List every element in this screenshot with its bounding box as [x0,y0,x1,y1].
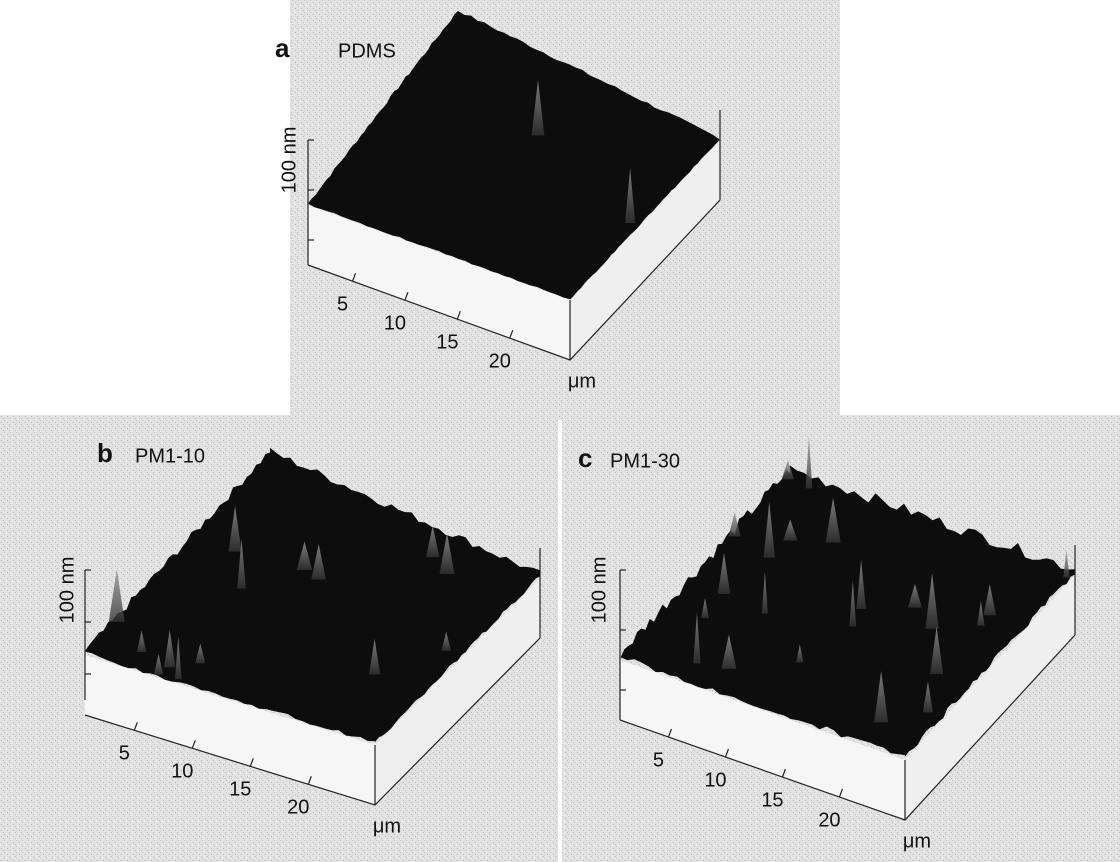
z-axis-label: 100 nm [56,557,78,624]
z-axis-label: 100 nm [278,127,300,194]
x-tick [191,740,196,749]
x-tick-label: 20 [818,809,840,831]
surface-peak [783,519,798,541]
x-tick-label: 5 [653,749,664,771]
side-face [570,140,720,360]
surface-peak [728,512,741,537]
surface-peak [856,559,866,610]
surface-peak [237,538,246,589]
side-face [375,578,540,805]
surface-peak [311,543,326,580]
x-tick-label: 20 [287,797,309,819]
x-tick-label: 5 [119,743,130,765]
surface-peak [153,654,164,675]
surface-peak [825,497,841,543]
surface-peak [441,631,452,651]
surface-peak [930,626,944,675]
surface-peak [693,612,701,664]
surface-peak [439,533,455,574]
surface-peak [164,629,176,668]
x-tick-label: 10 [171,761,193,783]
surface-peak [796,644,804,663]
panel-letter: b [97,438,113,468]
x-axis-unit: μm [373,815,401,837]
surface-peak [228,505,242,552]
surface [308,10,720,300]
surface-peak [531,79,545,136]
surface-peak [925,572,939,629]
surface [85,447,540,742]
surface-peak [874,671,889,723]
surface-peak [717,552,731,594]
surface-peak [195,643,206,664]
surface-peak [763,501,775,558]
surface-peak [907,583,922,608]
side-face [308,205,570,360]
side-face [620,660,905,820]
x-tick [249,758,254,767]
x-tick-label: 10 [384,312,406,334]
x-tick-label: 5 [337,293,348,315]
x-tick [404,291,409,301]
surface-peak [761,571,768,614]
surface-peak [983,584,997,616]
surface-peak [296,541,313,570]
panel-title: PM1-30 [610,450,680,472]
surface-peak [369,638,381,675]
surface-peak [781,460,795,480]
surface-peak [174,636,182,680]
side-face [905,575,1075,820]
surface [620,465,1075,757]
x-tick-label: 20 [489,350,511,372]
surface-peak [849,580,857,627]
surface-peak [108,568,125,622]
side-face [85,655,375,805]
x-axis-unit: μm [903,830,931,852]
x-tick-label: 15 [436,331,458,353]
surface-peak [922,681,933,713]
x-tick-label: 15 [761,789,783,811]
x-tick-label: 15 [229,779,251,801]
x-tick [456,310,461,320]
surface-peak [721,634,737,669]
x-tick-label: 10 [704,769,726,791]
x-tick [667,728,673,738]
panel-title: PDMS [338,40,396,62]
x-axis-unit: μm [568,370,596,392]
x-tick [307,776,312,785]
x-tick [838,788,844,798]
surface-peak [805,436,813,489]
surface-peak [1063,550,1070,578]
surface-peak [701,597,709,619]
x-tick [351,272,357,282]
x-tick [133,722,138,731]
panel-letter: a [275,33,290,63]
surface-peak [425,526,440,558]
x-tick [781,768,787,778]
panel-letter: c [578,443,592,473]
z-axis-label: 100 nm [588,557,610,624]
surface-peak [136,630,147,652]
x-tick [724,748,730,758]
panel-title: PM1-10 [135,445,205,467]
surface-peak [977,601,985,626]
x-tick [509,329,514,339]
surface-peak [625,168,636,224]
